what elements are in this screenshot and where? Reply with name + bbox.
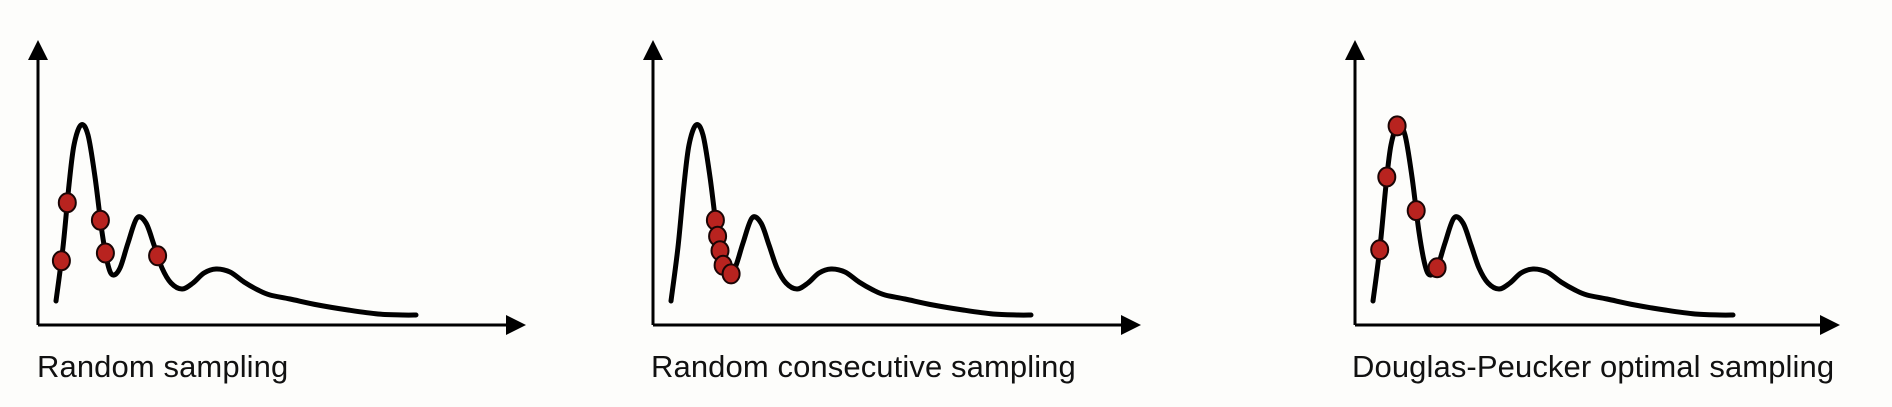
sample-point [1427,257,1447,279]
x-axis-arrow-icon [506,315,526,335]
caption-random-consecutive-sampling: Random consecutive sampling [651,349,1076,384]
sample-point [51,250,71,272]
sample-point [90,209,110,231]
sample-point [1377,166,1397,188]
sample-point [1406,200,1426,222]
caption-douglas-peucker-sampling: Douglas-Peucker optimal sampling [1352,349,1835,384]
signal-curve [53,122,419,318]
sample-point [95,242,115,264]
sample-point [57,192,77,214]
sample-point [721,263,741,285]
caption-random-sampling: Random sampling [37,349,289,384]
panel-random-sampling [28,40,526,335]
signal-curve [668,122,1034,318]
sample-point [1370,239,1390,261]
sample-point [1387,115,1407,137]
y-axis-arrow-icon [1345,40,1365,60]
y-axis-arrow-icon [28,40,48,60]
panel-douglas-peucker-sampling [1345,40,1840,335]
signal-curve [1370,122,1736,318]
x-axis-arrow-icon [1820,315,1840,335]
x-axis-arrow-icon [1121,315,1141,335]
sample-point [148,245,168,267]
panel-random-consecutive-sampling [643,40,1141,335]
y-axis-arrow-icon [643,40,663,60]
